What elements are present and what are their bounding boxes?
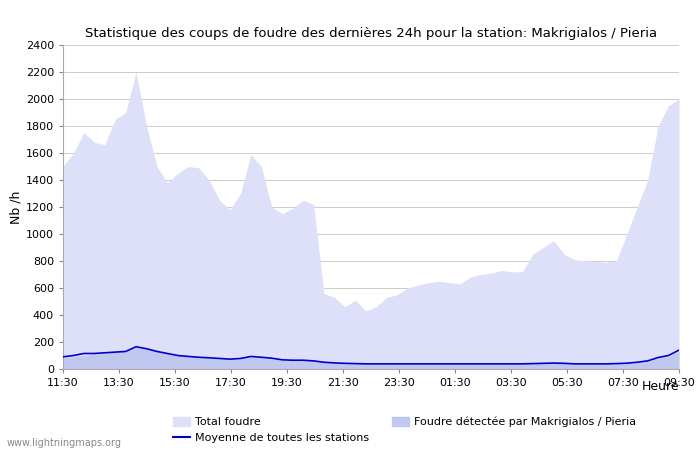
Legend: Total foudre, Moyenne de toutes les stations, Foudre détectée par Makrigialos / : Total foudre, Moyenne de toutes les stat… xyxy=(174,417,636,443)
Text: Heure: Heure xyxy=(641,380,679,393)
Y-axis label: Nb /h: Nb /h xyxy=(10,190,23,224)
Title: Statistique des coups de foudre des dernières 24h pour la station: Makrigialos /: Statistique des coups de foudre des dern… xyxy=(85,27,657,40)
Text: www.lightningmaps.org: www.lightningmaps.org xyxy=(7,438,122,448)
